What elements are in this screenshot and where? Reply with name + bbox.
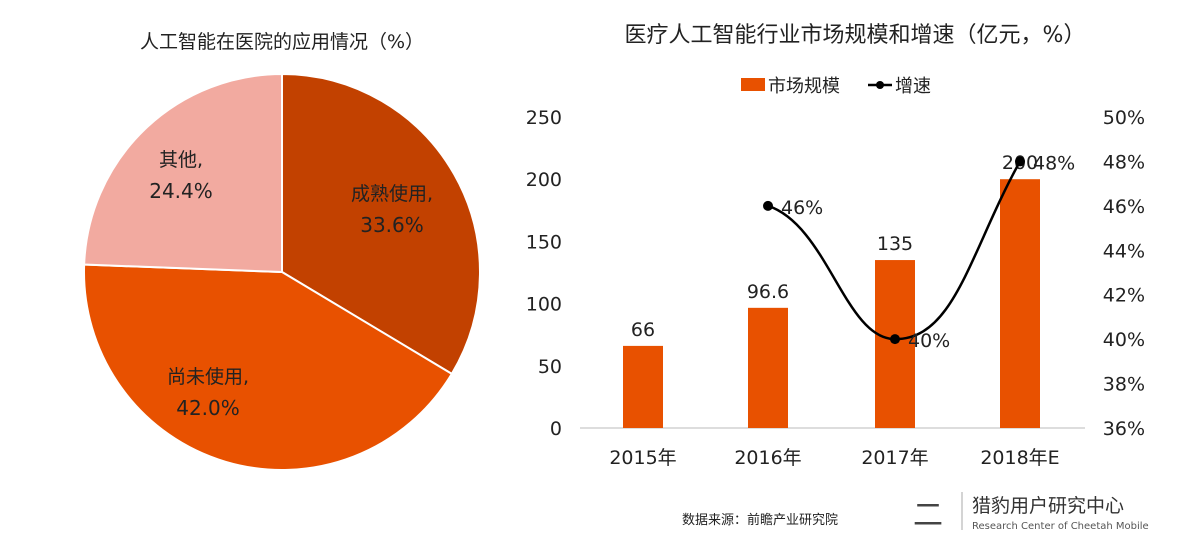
legend-bar-swatch: [741, 78, 765, 91]
slice-label: 其他,: [159, 149, 203, 171]
pie-slice: [83, 72, 283, 274]
x-tick-label: 2015年: [609, 447, 676, 469]
growth-point: [763, 200, 773, 211]
y2-tick-label: 38%: [1103, 374, 1145, 396]
y2-tick-label: 50%: [1103, 107, 1145, 129]
legend-line-marker: [876, 81, 884, 89]
logo-cn: 猎豹用户研究中心: [972, 495, 1124, 517]
growth-point: [890, 334, 900, 345]
slice-value-label: 24.4%: [149, 179, 213, 203]
bar-value-label: 135: [877, 233, 913, 255]
growth-point: [1015, 156, 1025, 167]
slice-label: 成熟使用,: [351, 183, 433, 205]
bar-title: 医疗人工智能行业市场规模和增速（亿元，%）: [625, 23, 1086, 48]
legend: 市场规模 增速: [741, 76, 931, 97]
slice-value-label: 42.0%: [176, 396, 240, 420]
x-tick-label: 2016年: [734, 447, 801, 469]
legend-bar-label: 市场规模: [768, 76, 840, 97]
pie-slice: [281, 72, 481, 376]
pie-title: 人工智能在医院的应用情况（%）: [140, 31, 424, 53]
bar: [748, 307, 788, 428]
y2-tick-label: 48%: [1103, 151, 1145, 173]
pie-chart: 成熟使用, 33.6% 尚未使用, 42.0% 其他, 24.4%: [83, 72, 481, 471]
y2-tick-label: 40%: [1103, 329, 1145, 351]
bar-value-label: 96.6: [747, 281, 789, 303]
bar-line-chart: 0 50 100 150 200 250 36% 38% 40% 42% 44% 46% 48% 50% 6…: [526, 107, 1145, 469]
bar-value-label: 66: [631, 319, 655, 341]
bar: [623, 345, 663, 428]
logo-mark: ⼆: [913, 498, 943, 533]
source-note: 数据来源：前瞻产业研究院: [682, 512, 838, 528]
bar: [1000, 179, 1040, 428]
y-tick-label: 250: [526, 107, 562, 129]
growth-label: 40%: [908, 330, 950, 352]
y2-tick-label: 42%: [1103, 285, 1145, 307]
y2-tick-label: 36%: [1103, 418, 1145, 440]
growth-label: 46%: [781, 197, 823, 219]
x-tick-label: 2017年: [861, 447, 928, 469]
y-tick-label: 0: [550, 418, 562, 440]
x-tick-label: 2018年E: [980, 447, 1059, 469]
y2-tick-label: 46%: [1103, 196, 1145, 218]
logo-en: Research Center of Cheetah Mobile: [972, 521, 1149, 532]
y-tick-label: 200: [526, 169, 562, 191]
pie-slice: [83, 263, 454, 471]
slice-value-label: 33.6%: [360, 213, 424, 237]
logo: ⼆ 猎豹用户研究中心 Research Center of Cheetah Mo…: [913, 492, 1149, 533]
y-tick-label: 150: [526, 231, 562, 253]
slice-label: 尚未使用,: [167, 366, 249, 388]
y2-tick-label: 44%: [1103, 240, 1145, 262]
growth-label: 48%: [1033, 152, 1075, 174]
y-tick-label: 100: [526, 294, 562, 316]
y-tick-label: 50: [538, 356, 562, 378]
legend-line-label: 增速: [895, 76, 931, 97]
